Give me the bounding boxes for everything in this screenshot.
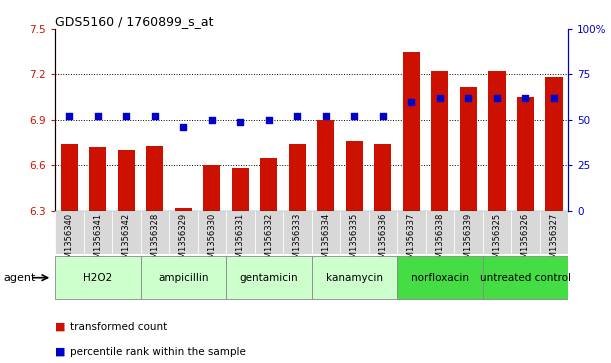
Point: [293, 113, 302, 119]
Bar: [460, 86, 477, 211]
Bar: [403, 52, 420, 211]
Text: GSM1356331: GSM1356331: [236, 213, 245, 269]
Point: [235, 119, 245, 125]
FancyBboxPatch shape: [340, 211, 368, 254]
Text: GDS5160 / 1760899_s_at: GDS5160 / 1760899_s_at: [55, 15, 213, 28]
Text: GSM1356329: GSM1356329: [179, 213, 188, 269]
Bar: [175, 208, 192, 211]
Text: ampicillin: ampicillin: [158, 273, 208, 283]
Bar: [89, 147, 106, 211]
Point: [464, 95, 474, 101]
FancyBboxPatch shape: [55, 211, 84, 254]
Text: GSM1356330: GSM1356330: [207, 213, 216, 269]
Point: [122, 113, 131, 119]
Text: gentamicin: gentamicin: [240, 273, 298, 283]
Text: GSM1356335: GSM1356335: [350, 213, 359, 269]
FancyBboxPatch shape: [255, 211, 283, 254]
Bar: [289, 144, 306, 211]
FancyBboxPatch shape: [84, 211, 112, 254]
Bar: [375, 144, 392, 211]
FancyBboxPatch shape: [368, 211, 397, 254]
Point: [435, 95, 445, 101]
Text: ■: ■: [55, 347, 65, 357]
Text: norfloxacin: norfloxacin: [411, 273, 469, 283]
Bar: [346, 141, 363, 211]
Point: [549, 95, 559, 101]
Point: [178, 124, 188, 130]
Point: [321, 113, 331, 119]
FancyBboxPatch shape: [226, 211, 255, 254]
Bar: [60, 144, 78, 211]
Text: GSM1356332: GSM1356332: [265, 213, 273, 269]
FancyBboxPatch shape: [226, 256, 312, 299]
Text: GSM1356328: GSM1356328: [150, 213, 159, 269]
FancyBboxPatch shape: [540, 211, 568, 254]
Bar: [118, 150, 135, 211]
Text: kanamycin: kanamycin: [326, 273, 383, 283]
Point: [521, 95, 530, 101]
Point: [378, 113, 388, 119]
Bar: [317, 120, 334, 211]
Bar: [431, 72, 448, 211]
Text: ■: ■: [55, 322, 65, 332]
Text: GSM1356336: GSM1356336: [378, 213, 387, 269]
Point: [406, 99, 416, 105]
FancyBboxPatch shape: [511, 211, 540, 254]
FancyBboxPatch shape: [312, 211, 340, 254]
FancyBboxPatch shape: [397, 211, 426, 254]
Text: GSM1356333: GSM1356333: [293, 213, 302, 269]
Text: GSM1356326: GSM1356326: [521, 213, 530, 269]
Bar: [488, 72, 505, 211]
Bar: [517, 97, 534, 211]
Text: percentile rank within the sample: percentile rank within the sample: [70, 347, 246, 357]
FancyBboxPatch shape: [312, 256, 397, 299]
FancyBboxPatch shape: [283, 211, 312, 254]
Bar: [260, 158, 277, 211]
Point: [64, 113, 74, 119]
Text: transformed count: transformed count: [70, 322, 167, 332]
Text: agent: agent: [3, 273, 35, 283]
Text: GSM1356342: GSM1356342: [122, 213, 131, 269]
Text: GSM1356327: GSM1356327: [549, 213, 558, 269]
FancyBboxPatch shape: [169, 211, 197, 254]
Point: [264, 117, 274, 123]
FancyBboxPatch shape: [483, 211, 511, 254]
Text: H2O2: H2O2: [83, 273, 112, 283]
Bar: [146, 146, 163, 211]
FancyBboxPatch shape: [483, 256, 568, 299]
Bar: [546, 77, 563, 211]
FancyBboxPatch shape: [141, 211, 169, 254]
Point: [207, 117, 217, 123]
FancyBboxPatch shape: [55, 256, 141, 299]
FancyBboxPatch shape: [112, 211, 141, 254]
Point: [93, 113, 103, 119]
Text: GSM1356334: GSM1356334: [321, 213, 331, 269]
Point: [492, 95, 502, 101]
FancyBboxPatch shape: [141, 256, 226, 299]
Text: untreated control: untreated control: [480, 273, 571, 283]
Point: [349, 113, 359, 119]
Bar: [232, 168, 249, 211]
Text: GSM1356340: GSM1356340: [65, 213, 74, 269]
FancyBboxPatch shape: [426, 211, 454, 254]
Text: GSM1356339: GSM1356339: [464, 213, 473, 269]
Text: GSM1356338: GSM1356338: [436, 213, 444, 269]
FancyBboxPatch shape: [397, 256, 483, 299]
Bar: [203, 165, 221, 211]
Point: [150, 113, 159, 119]
FancyBboxPatch shape: [454, 211, 483, 254]
Text: GSM1356337: GSM1356337: [407, 213, 416, 269]
Text: GSM1356341: GSM1356341: [93, 213, 102, 269]
Text: GSM1356325: GSM1356325: [492, 213, 502, 269]
FancyBboxPatch shape: [197, 211, 226, 254]
